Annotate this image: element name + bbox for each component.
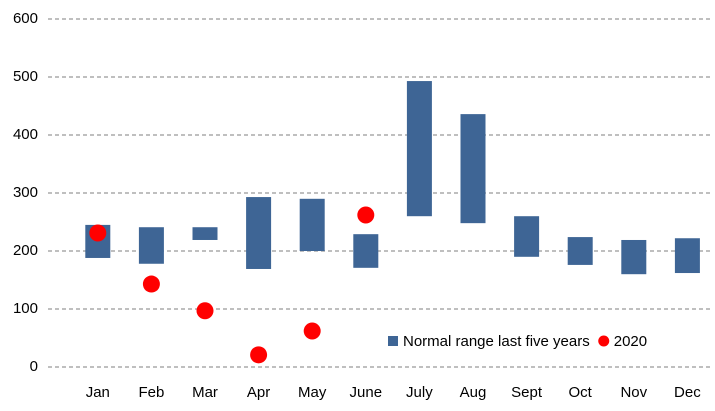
- range-bar: [246, 197, 272, 269]
- legend-swatch: [388, 336, 398, 346]
- range-bar: [621, 239, 647, 275]
- legend-swatch: [598, 335, 610, 347]
- y-tick-label: 0: [30, 358, 38, 375]
- range-bar: [353, 234, 379, 268]
- range-bar: [406, 81, 432, 217]
- legend-label: Normal range last five years: [403, 333, 590, 350]
- x-tick-label: Jan: [86, 384, 110, 401]
- dot: [142, 275, 160, 293]
- x-tick-label: July: [406, 384, 433, 401]
- range-bar: [674, 238, 700, 274]
- range-bar: [138, 227, 164, 264]
- y-tick-label: 500: [13, 68, 38, 85]
- x-tick-label: Oct: [569, 384, 593, 401]
- y-tick-label: 400: [13, 126, 38, 143]
- range-bar: [192, 227, 218, 240]
- y-tick-label: 300: [13, 184, 38, 201]
- x-tick-label: Nov: [620, 384, 647, 401]
- x-tick-label: May: [298, 384, 327, 401]
- y-tick-label: 600: [13, 10, 38, 27]
- range-bar: [567, 237, 593, 265]
- x-tick-label: June: [350, 384, 383, 401]
- x-tick-label: Apr: [247, 384, 270, 401]
- range-bar: [514, 216, 540, 257]
- range-bar: [299, 198, 325, 251]
- dot: [303, 322, 321, 340]
- x-tick-label: Mar: [192, 384, 218, 401]
- y-tick-label: 100: [13, 300, 38, 317]
- x-tick-label: Feb: [138, 384, 164, 401]
- dot: [196, 302, 214, 320]
- x-tick-label: Aug: [460, 384, 487, 401]
- range-bar: [460, 114, 486, 224]
- dot: [250, 346, 268, 364]
- y-tick-label: 200: [13, 242, 38, 259]
- x-tick-label: Sept: [511, 384, 543, 401]
- x-tick-label: Dec: [674, 384, 701, 401]
- dot: [89, 224, 107, 242]
- dot: [357, 206, 375, 224]
- legend-label: 2020: [614, 333, 647, 350]
